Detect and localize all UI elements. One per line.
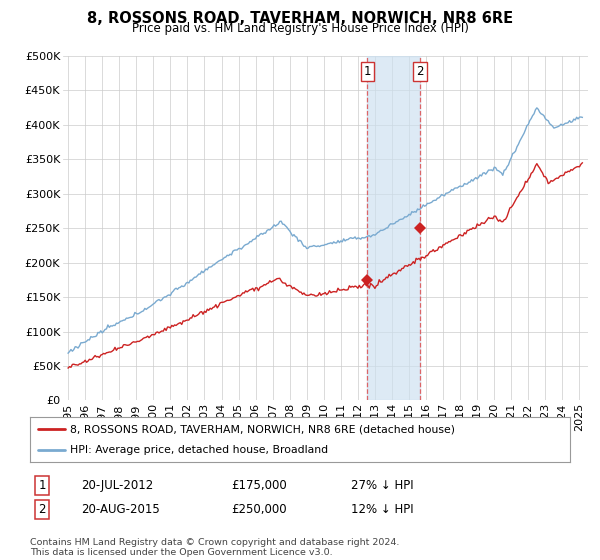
Text: 20-JUL-2012: 20-JUL-2012 <box>81 479 153 492</box>
Text: 2: 2 <box>38 503 46 516</box>
Text: HPI: Average price, detached house, Broadland: HPI: Average price, detached house, Broa… <box>71 445 329 455</box>
Text: 2: 2 <box>416 64 424 78</box>
Text: 20-AUG-2015: 20-AUG-2015 <box>81 503 160 516</box>
Text: £175,000: £175,000 <box>231 479 287 492</box>
Text: 8, ROSSONS ROAD, TAVERHAM, NORWICH, NR8 6RE (detached house): 8, ROSSONS ROAD, TAVERHAM, NORWICH, NR8 … <box>71 424 455 435</box>
Text: 1: 1 <box>364 64 371 78</box>
Text: 12% ↓ HPI: 12% ↓ HPI <box>351 503 413 516</box>
Bar <box>367 56 420 400</box>
Text: 1: 1 <box>38 479 46 492</box>
Text: £250,000: £250,000 <box>231 503 287 516</box>
Text: 27% ↓ HPI: 27% ↓ HPI <box>351 479 413 492</box>
Text: Contains HM Land Registry data © Crown copyright and database right 2024.
This d: Contains HM Land Registry data © Crown c… <box>30 538 400 557</box>
Text: Price paid vs. HM Land Registry's House Price Index (HPI): Price paid vs. HM Land Registry's House … <box>131 22 469 35</box>
Text: 8, ROSSONS ROAD, TAVERHAM, NORWICH, NR8 6RE: 8, ROSSONS ROAD, TAVERHAM, NORWICH, NR8 … <box>87 11 513 26</box>
